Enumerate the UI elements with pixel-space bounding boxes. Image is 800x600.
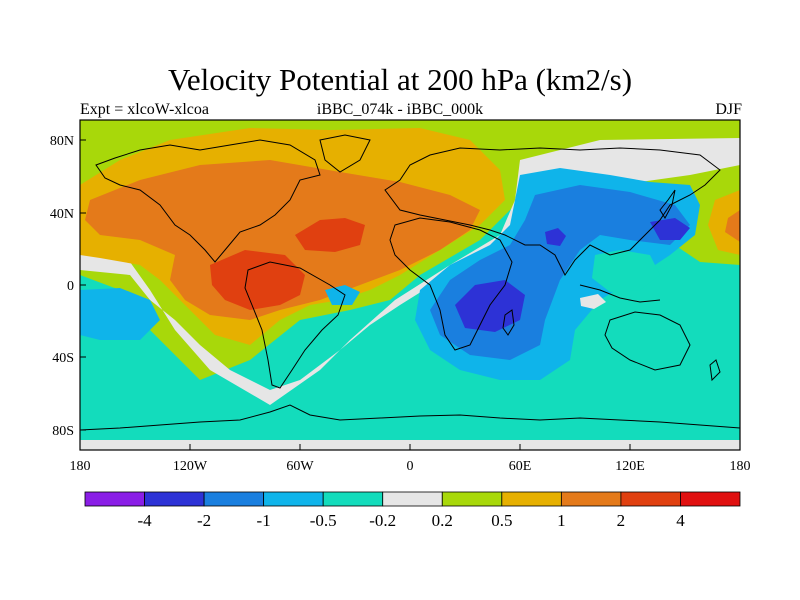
- colorbar-swatch: [501, 491, 562, 507]
- contour-neg-east-pacific: [80, 288, 160, 340]
- contour-neutral-islands-2: [580, 294, 606, 309]
- contour-pos-east-edge: [708, 190, 740, 255]
- colorbar-label: -1: [257, 511, 271, 530]
- coast-madagascar: [502, 309, 515, 336]
- coast-eurasia: [384, 147, 721, 276]
- lon-label-0: 0: [407, 459, 414, 474]
- lon-label-120w: 120W: [173, 459, 208, 474]
- lat-label-0: 0: [67, 279, 74, 294]
- colorbar-label: 0.5: [491, 511, 512, 530]
- contour-pos-2-east-edge: [725, 210, 740, 242]
- colorbar-swatch: [680, 491, 741, 507]
- colorbar-label: 1: [557, 511, 566, 530]
- coast-south-america: [244, 261, 346, 389]
- colorbar-label: 0.2: [432, 511, 453, 530]
- colorbar-label: 2: [617, 511, 626, 530]
- colorbar-swatch: [144, 491, 205, 507]
- colorbar-swatch: [263, 491, 324, 507]
- colorbar-label: -2: [197, 511, 211, 530]
- contour-neg-3-pacific: [650, 218, 690, 240]
- colorbar-swatch: [322, 491, 384, 507]
- lon-label-120e: 120E: [615, 459, 645, 474]
- colorbar-swatch: [620, 491, 681, 507]
- colorbar-label: -0.2: [369, 511, 396, 530]
- colorbar: -4 -2 -1 -0.5 -0.2 0.2 0.5 1 2 4: [84, 491, 741, 530]
- contour-pos-3-americas: [210, 250, 305, 310]
- colorbar-swatch: [382, 491, 443, 507]
- coast-antarctica: [80, 404, 740, 431]
- colorbar-label: 4: [676, 511, 685, 530]
- coast-australia: [604, 311, 691, 371]
- lat-label-80n: 80N: [50, 134, 74, 149]
- colorbar-swatch: [441, 491, 503, 507]
- lon-axis: 180 120W 60W 0 60E 120E 180: [70, 444, 751, 474]
- coast-africa: [389, 217, 513, 351]
- coast-greenland: [319, 134, 371, 173]
- lon-label-60w: 60W: [286, 459, 314, 474]
- contour-field: [80, 120, 740, 450]
- coastlines: [80, 134, 740, 431]
- coast-north-america: [95, 139, 321, 263]
- subtitle-experiment: Expt = xlcoW-xlcoa: [80, 101, 209, 118]
- colorbar-swatch: [203, 491, 265, 507]
- colorbar-label: -4: [137, 511, 152, 530]
- colorbar-swatch: [84, 491, 145, 507]
- plot-title: Velocity Potential at 200 hPa (km2/s): [167, 62, 633, 97]
- coast-japan: [659, 189, 676, 219]
- contour-neg-3-india: [545, 228, 566, 246]
- contour-pos-3-atlantic: [295, 218, 365, 252]
- contour-neg-south-america-west: [325, 285, 360, 305]
- colorbar-swatch: [560, 491, 622, 507]
- coast-indonesia: [579, 284, 661, 303]
- lon-label-180e: 180: [730, 459, 751, 474]
- lat-label-40n: 40N: [50, 207, 74, 222]
- coast-new-zealand: [709, 359, 721, 382]
- lat-label-80s: 80S: [52, 424, 74, 439]
- colorbar-label: -0.5: [310, 511, 337, 530]
- lat-axis: 80N 40N 0 40S 80S: [50, 134, 86, 439]
- lon-label-180w: 180: [70, 459, 91, 474]
- subtitle-season: DJF: [715, 101, 742, 118]
- lon-label-60e: 60E: [509, 459, 532, 474]
- contour-pos-2: [85, 160, 480, 320]
- contour-neutral-band: [80, 138, 740, 405]
- contour-weak-warm-pool: [592, 250, 660, 292]
- subtitle-difference: iBBC_074k - iBBC_000k: [316, 101, 484, 118]
- lat-label-40s: 40S: [52, 351, 74, 366]
